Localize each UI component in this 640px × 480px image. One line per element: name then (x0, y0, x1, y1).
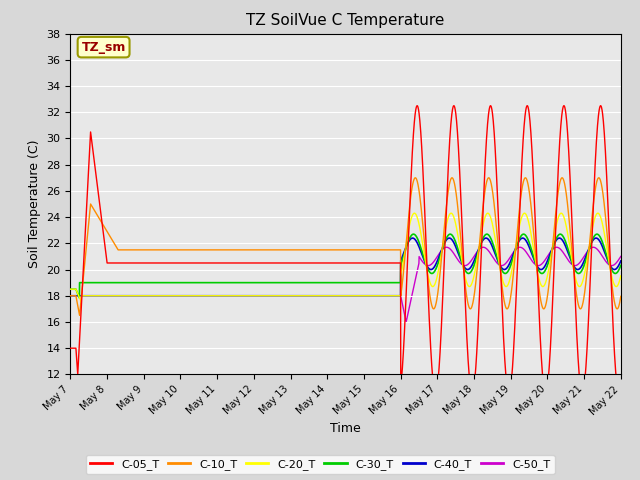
C-40_T (162, 293, 170, 299)
C-30_T (593, 231, 601, 237)
C-10_T (76, 312, 83, 318)
C-30_T (76, 295, 83, 301)
C-10_T (67, 293, 74, 299)
C-50_T (162, 293, 170, 299)
Line: C-20_T: C-20_T (70, 213, 621, 302)
Legend: C-05_T, C-10_T, C-20_T, C-30_T, C-40_T, C-50_T: C-05_T, C-10_T, C-20_T, C-30_T, C-40_T, … (86, 455, 554, 474)
C-50_T (129, 293, 137, 299)
C-50_T (402, 319, 410, 324)
C-20_T (77, 299, 85, 305)
C-05_T (129, 260, 137, 266)
C-50_T (617, 253, 625, 259)
C-30_T (129, 280, 137, 286)
C-10_T (617, 293, 625, 299)
C-40_T (301, 293, 309, 299)
C-50_T (67, 293, 74, 299)
C-10_T (301, 247, 309, 253)
Line: C-50_T: C-50_T (70, 247, 621, 322)
Line: C-10_T: C-10_T (70, 178, 621, 315)
C-10_T (547, 263, 555, 269)
C-10_T (607, 266, 614, 272)
C-05_T (615, 391, 623, 397)
C-05_T (301, 260, 309, 266)
C-20_T (278, 293, 285, 299)
Y-axis label: Soil Temperature (C): Soil Temperature (C) (28, 140, 41, 268)
C-10_T (595, 175, 603, 180)
C-40_T (547, 250, 554, 255)
Line: C-30_T: C-30_T (70, 234, 621, 298)
C-10_T (278, 247, 285, 253)
C-10_T (162, 247, 170, 253)
C-05_T (617, 384, 625, 390)
C-40_T (606, 263, 614, 268)
C-50_T (607, 263, 614, 268)
C-20_T (67, 286, 74, 292)
C-20_T (547, 254, 555, 260)
C-50_T (547, 249, 555, 254)
C-10_T (129, 247, 137, 253)
C-50_T (589, 244, 597, 250)
C-30_T (67, 286, 74, 292)
C-20_T (617, 273, 625, 279)
C-20_T (301, 293, 309, 299)
C-40_T (278, 293, 285, 299)
C-40_T (129, 293, 137, 299)
C-30_T (617, 263, 625, 268)
X-axis label: Time: Time (330, 422, 361, 435)
Title: TZ SoilVue C Temperature: TZ SoilVue C Temperature (246, 13, 445, 28)
C-30_T (301, 280, 309, 286)
C-20_T (129, 293, 137, 299)
C-20_T (594, 210, 602, 216)
C-30_T (162, 280, 170, 286)
C-30_T (278, 280, 285, 286)
C-50_T (278, 293, 285, 299)
C-30_T (547, 252, 555, 257)
Line: C-05_T: C-05_T (70, 106, 621, 394)
C-05_T (606, 256, 614, 262)
C-50_T (301, 293, 309, 299)
C-20_T (162, 293, 170, 299)
C-30_T (607, 264, 614, 270)
C-05_T (278, 260, 285, 266)
Line: C-40_T: C-40_T (70, 238, 621, 296)
Text: TZ_sm: TZ_sm (81, 41, 126, 54)
C-40_T (67, 293, 74, 299)
C-40_T (592, 235, 600, 241)
C-05_T (67, 345, 74, 351)
C-05_T (162, 260, 170, 266)
C-40_T (617, 258, 625, 264)
C-05_T (596, 103, 604, 108)
C-05_T (547, 339, 554, 345)
C-20_T (607, 267, 614, 273)
